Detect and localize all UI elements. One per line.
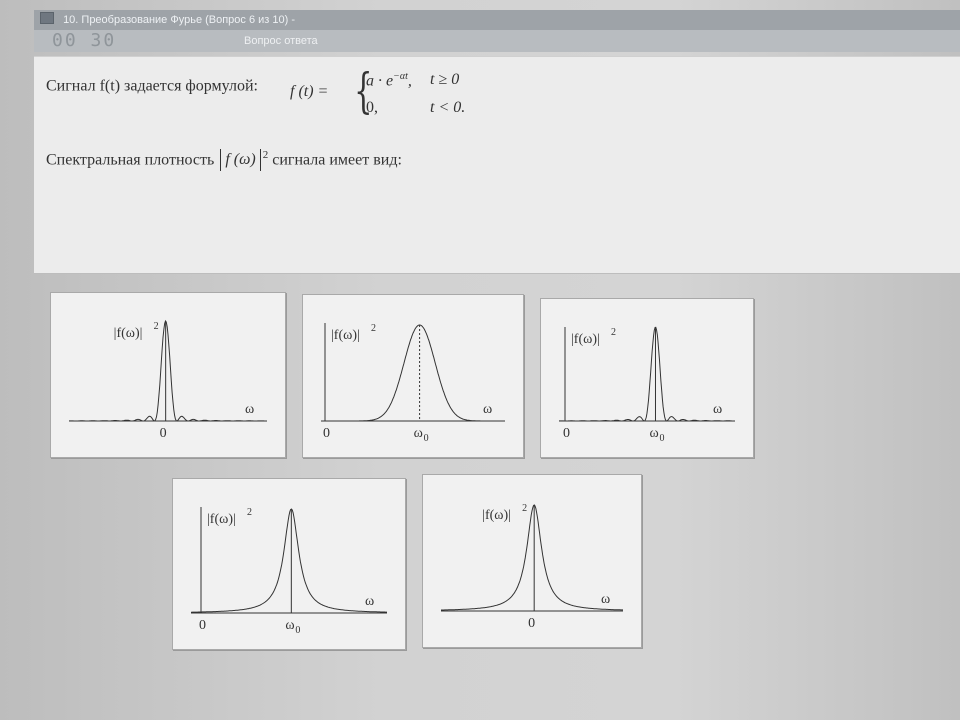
peak-tick-label: 0 [528, 616, 535, 631]
formula-row-1: a · e−αt, [366, 71, 412, 90]
formula-row-2: 0, [366, 99, 378, 116]
question-line-2: Спектральная плотность f (ω) 2 сигнала им… [46, 149, 402, 172]
peak-tick-subscript: 0 [659, 433, 664, 444]
option-plot: |f(ω)| 2 ω 0 [69, 319, 267, 441]
spectral-density-symbol: f (ω) [220, 149, 261, 172]
x-axis-label: ω [483, 402, 492, 417]
x-axis-label: ω [713, 402, 722, 417]
y-axis-label: |f(ω)| [482, 508, 511, 523]
question-line-1: Сигнал f(t) задается формулой: [46, 77, 258, 95]
answer-option-5[interactable]: |f(ω)| 2 ω 0 [422, 474, 642, 648]
window-titlebar[interactable]: 10. Преобразование Фурье (Вопрос 6 из 10… [34, 10, 960, 30]
option-plot: |f(ω)| 2ωω 00 [559, 326, 735, 444]
signal-shape-text: сигнала имеет вид: [272, 151, 402, 169]
app-icon [40, 12, 54, 24]
question-answer-button[interactable]: Вопрос ответа [244, 35, 318, 47]
signal-definition-text: Сигнал f(t) задается формулой: [46, 77, 258, 95]
answer-option-2[interactable]: |f(ω)| 2 ω ω 0 0 [302, 294, 524, 458]
spectrum-curve [191, 508, 387, 613]
answer-option-3[interactable]: |f(ω)| 2 ω ω 0 0 [540, 298, 754, 458]
y-axis-label-exponent: 2 [154, 321, 159, 332]
window-title: 10. Преобразование Фурье (Вопрос 6 из 10… [63, 14, 296, 26]
peak-tick-label: ω [414, 426, 423, 441]
spectrum-curve [559, 326, 735, 422]
option-plot: |f(ω)| 2ωω 00 [191, 507, 387, 636]
y-axis-label: |f(ω)| [571, 332, 600, 347]
formula-row-1-condition: t ≥ 0 [430, 71, 460, 88]
peak-tick-subscript: 0 [424, 433, 429, 444]
y-axis-label: |f(ω)| [331, 328, 360, 343]
y-axis-label: |f(ω)| [207, 512, 236, 527]
spectral-density-exponent: 2 [262, 149, 269, 161]
timer-display: 00 30 [52, 30, 117, 51]
spectrum-curve [355, 324, 505, 422]
y-axis-label: |f(ω)| [114, 326, 143, 341]
signal-formula: f (t) = { a · e−αt, t ≥ 0 0, t < 0. [290, 67, 470, 121]
x-axis-label: ω [245, 402, 254, 417]
option-plot: |f(ω)| 2 ω 0 [441, 503, 623, 631]
peak-tick-label: 0 [160, 426, 167, 441]
answer-option-4[interactable]: |f(ω)| 2 ω ω 0 0 [172, 478, 406, 650]
origin-label: 0 [563, 426, 570, 441]
y-axis-label-exponent: 2 [522, 503, 527, 514]
formula-lhs: f (t) = [290, 83, 329, 100]
spectrum-curve [441, 504, 623, 611]
answer-option-1[interactable]: |f(ω)| 2 ω 0 [50, 292, 286, 458]
origin-label: 0 [323, 426, 330, 441]
spectrum-curve [69, 319, 267, 422]
y-axis-label-exponent: 2 [247, 507, 252, 518]
x-axis-label: ω [365, 594, 374, 609]
peak-tick-label: ω [285, 618, 294, 633]
x-axis-label: ω [601, 592, 610, 607]
peak-tick-subscript: 0 [295, 625, 300, 636]
toolbar: 00 30 Вопрос ответа [34, 30, 960, 52]
spectral-density-text: Спектральная плотность [46, 151, 215, 169]
y-axis-label-exponent: 2 [611, 327, 616, 338]
peak-tick-label: ω [649, 426, 658, 441]
formula-brace: { [354, 63, 373, 119]
option-plot: |f(ω)| 2ωω 00 [321, 323, 505, 444]
formula-row-2-condition: t < 0. [430, 99, 466, 116]
y-axis-label-exponent: 2 [371, 323, 376, 334]
origin-label: 0 [199, 618, 206, 633]
question-panel: Сигнал f(t) задается формулой: f (t) = {… [34, 56, 960, 274]
